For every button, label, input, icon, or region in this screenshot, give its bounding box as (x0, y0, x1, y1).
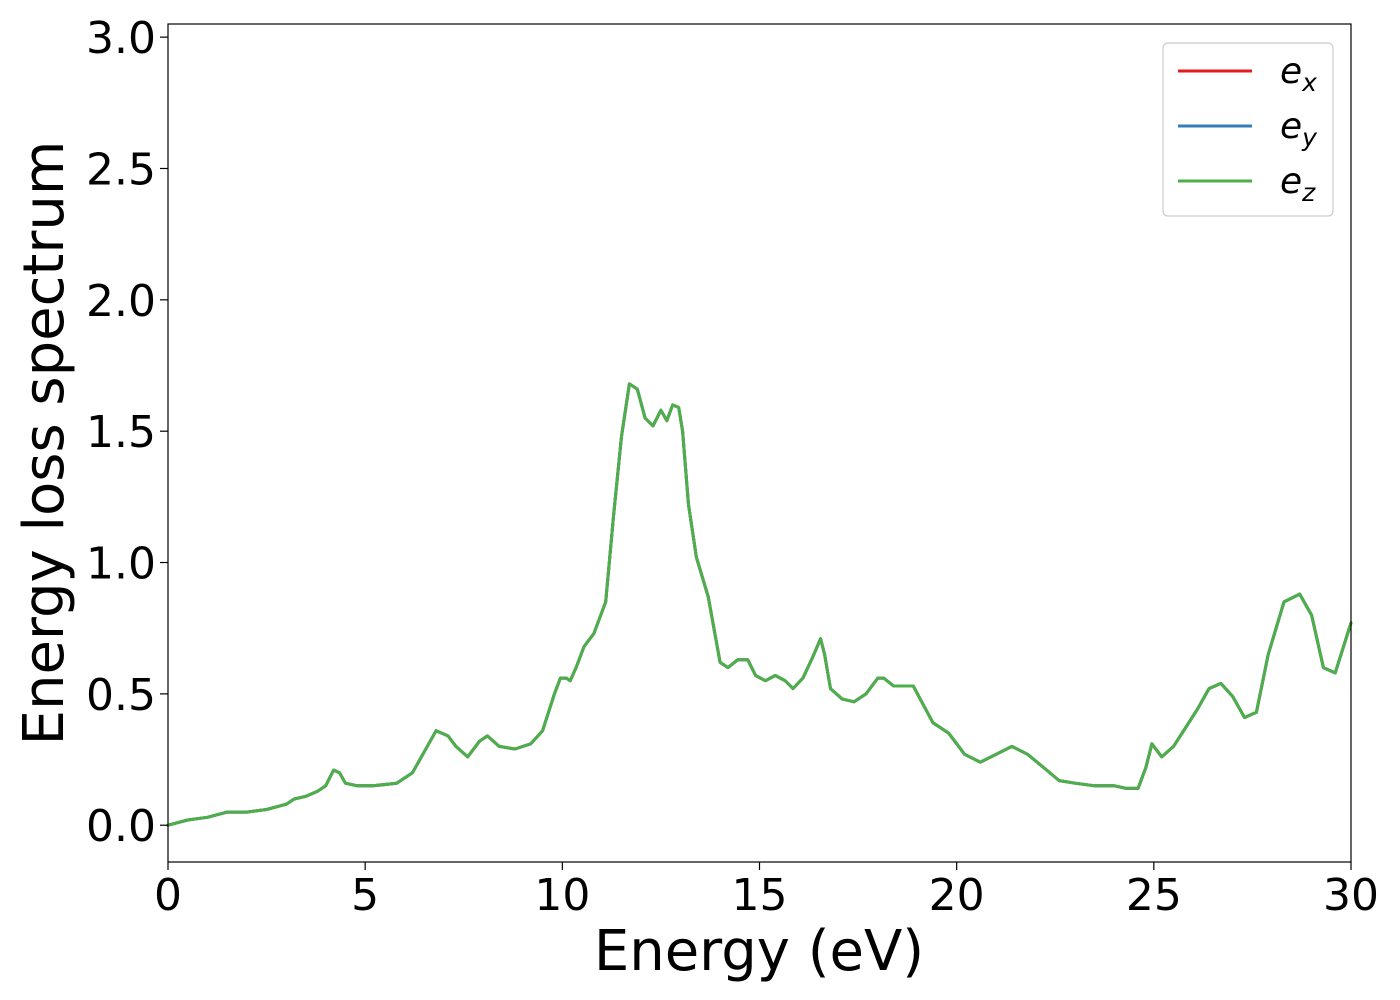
legend: ex ey ez (1162, 42, 1334, 217)
y-tick-label: 2.5 (86, 144, 156, 195)
x-tick-label: 30 (1323, 870, 1379, 921)
y-tick-label: 1.0 (86, 539, 156, 590)
series-line-ez (166, 382, 1353, 827)
y-axis-label: Energy loss spectrum (12, 141, 77, 746)
x-axis-label: Energy (eV) (594, 919, 924, 984)
x-axis-ticks: 0 5 10 15 20 25 30 (154, 862, 1379, 921)
x-tick-label: 20 (929, 870, 985, 921)
legend-label-ex: ex (1280, 51, 1317, 97)
y-tick-label: 2.0 (86, 276, 156, 327)
y-tick-label: 3.0 (86, 13, 156, 64)
legend-label-ez: ez (1280, 161, 1316, 207)
x-tick-label: 10 (534, 870, 590, 921)
x-tick-label: 15 (732, 870, 788, 921)
y-tick-label: 1.5 (86, 407, 156, 458)
y-tick-label: 0.5 (86, 670, 156, 721)
x-tick-label: 5 (351, 870, 379, 921)
y-axis-ticks: 0.0 0.5 1.0 1.5 2.0 2.5 3.0 (86, 13, 168, 852)
x-tick-label: 25 (1126, 870, 1182, 921)
series-layer (166, 382, 1353, 827)
legend-box (1162, 42, 1334, 217)
x-tick-label: 0 (154, 870, 182, 921)
y-tick-label: 0.0 (86, 801, 156, 852)
legend-label-ey: ey (1280, 106, 1318, 152)
